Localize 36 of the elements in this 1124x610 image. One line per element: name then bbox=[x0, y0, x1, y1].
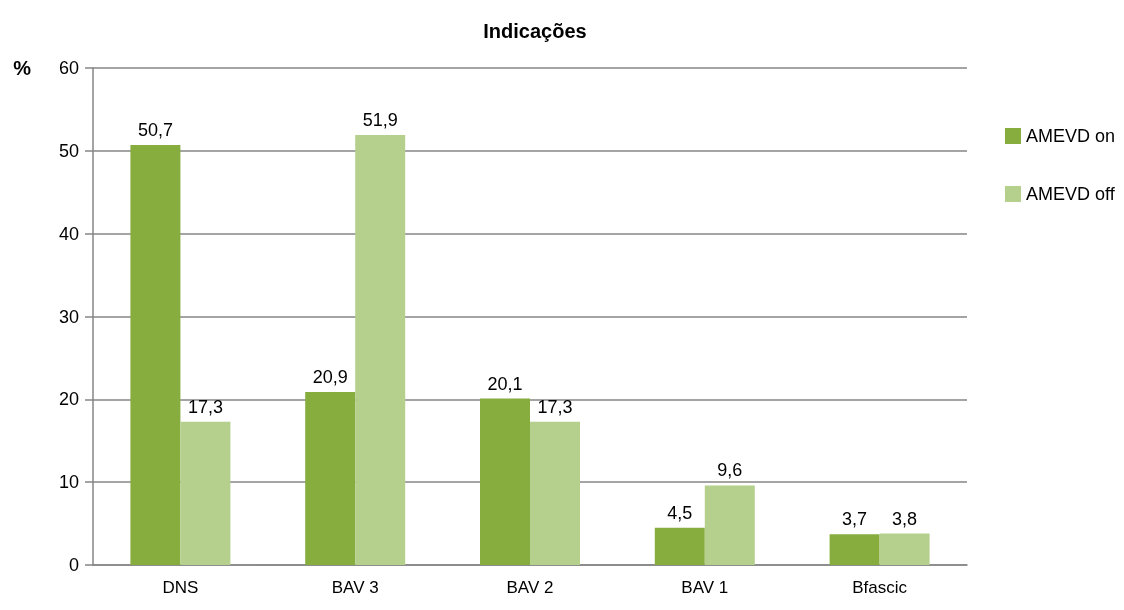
x-tick-label: BAV 1 bbox=[681, 578, 729, 597]
bar bbox=[130, 145, 181, 565]
bar bbox=[180, 421, 231, 565]
legend-label: AMEVD off bbox=[1025, 184, 1116, 204]
x-tick-label: BAV 3 bbox=[331, 578, 379, 597]
data-label: 17,3 bbox=[187, 396, 223, 417]
bar bbox=[829, 534, 880, 565]
y-tick-label: 50 bbox=[58, 140, 79, 161]
legend-label: AMEVD on bbox=[1025, 126, 1116, 146]
bar bbox=[355, 135, 406, 565]
data-label: 4,5 bbox=[667, 502, 693, 523]
x-tick-label: DNS bbox=[162, 578, 199, 597]
bar bbox=[654, 527, 705, 565]
y-tick-label: 0 bbox=[68, 555, 79, 575]
bar bbox=[305, 391, 356, 565]
data-label: 17,3 bbox=[537, 396, 573, 417]
data-label: 3,8 bbox=[892, 508, 918, 529]
y-tick-label: 20 bbox=[58, 389, 79, 410]
bar bbox=[530, 421, 580, 565]
chart-title: Indicações bbox=[483, 20, 587, 42]
data-label: 20,9 bbox=[312, 366, 348, 387]
y-tick-label: 30 bbox=[58, 306, 79, 327]
y-tick-label: 10 bbox=[58, 472, 79, 493]
y-tick-label: 60 bbox=[58, 58, 79, 78]
data-label: 50,7 bbox=[137, 120, 173, 141]
y-axis-title: % bbox=[13, 57, 32, 79]
data-label: 9,6 bbox=[717, 460, 743, 481]
x-tick-label: Bfascic bbox=[852, 578, 908, 597]
data-label: 51,9 bbox=[362, 110, 398, 131]
bar bbox=[879, 533, 930, 565]
x-tick-label: BAV 2 bbox=[506, 578, 554, 597]
y-tick-label: 40 bbox=[58, 223, 79, 244]
bar bbox=[704, 485, 755, 565]
data-label: 3,7 bbox=[842, 509, 868, 530]
data-label: 20,1 bbox=[487, 373, 523, 394]
bar bbox=[480, 398, 530, 565]
